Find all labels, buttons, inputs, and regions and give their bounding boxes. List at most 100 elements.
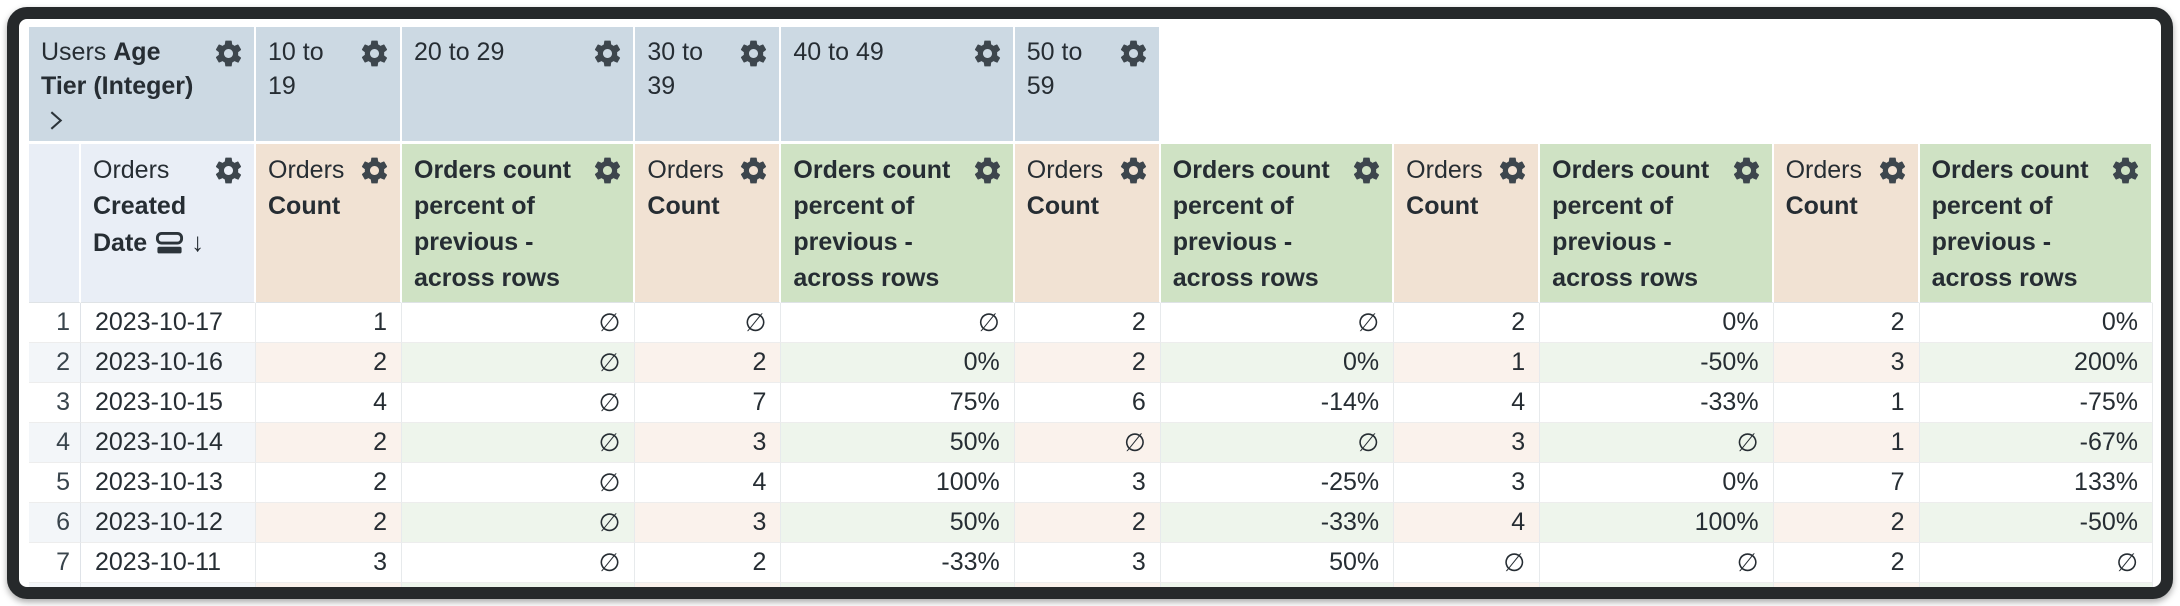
cell-percent[interactable]: -33% xyxy=(1160,503,1395,543)
cell-count[interactable]: 2 xyxy=(1014,303,1161,343)
cell-percent[interactable]: ∅ xyxy=(781,303,1015,343)
row-dimension-header[interactable]: Orders Created Date ↓ xyxy=(81,144,256,303)
gear-icon[interactable] xyxy=(972,38,1003,69)
cell-percent[interactable]: -33% xyxy=(1540,383,1774,423)
gear-icon[interactable] xyxy=(592,38,623,69)
cell-count[interactable]: 3 xyxy=(1773,343,1920,383)
cell-percent[interactable]: 133% xyxy=(1919,463,2153,503)
cell-percent[interactable]: 0% xyxy=(1540,303,1774,343)
chevron-right-icon[interactable] xyxy=(43,108,68,133)
cell-date[interactable]: 2023-10-10 xyxy=(81,583,256,587)
cell-count[interactable]: 2 xyxy=(1773,503,1920,543)
gear-icon[interactable] xyxy=(738,155,769,186)
cell-date[interactable]: 2023-10-13 xyxy=(81,463,256,503)
cell-count[interactable]: ∅ xyxy=(1014,423,1161,463)
cell-count[interactable]: 1 xyxy=(256,303,402,343)
cell-percent[interactable]: ∅ xyxy=(1540,543,1774,583)
cell-count[interactable]: 1 xyxy=(1773,383,1920,423)
cell-percent[interactable]: 100% xyxy=(1540,503,1774,543)
cell-date[interactable]: 2023-10-15 xyxy=(81,383,256,423)
gear-icon[interactable] xyxy=(738,38,769,69)
cell-percent[interactable]: -75% xyxy=(1919,383,2153,423)
cell-count[interactable]: 4 xyxy=(1394,503,1541,543)
cell-count[interactable]: 2 xyxy=(256,423,402,463)
cell-count[interactable]: 3 xyxy=(1014,583,1161,587)
cell-count[interactable]: 6 xyxy=(1014,383,1161,423)
pivot-value-header[interactable]: 50 to 59 xyxy=(1014,27,1161,144)
gear-icon[interactable] xyxy=(1497,155,1528,186)
measure-percent-header[interactable]: Orders count percent of previous - acros… xyxy=(781,144,1015,303)
cell-percent[interactable]: 0% xyxy=(1919,303,2153,343)
gear-icon[interactable] xyxy=(213,38,244,69)
cell-percent[interactable]: ∅ xyxy=(402,303,636,343)
cell-count[interactable]: ∅ xyxy=(1394,543,1541,583)
cell-count[interactable]: 2 xyxy=(256,463,402,503)
cell-percent[interactable]: ∅ xyxy=(1160,303,1395,343)
gear-icon[interactable] xyxy=(213,155,244,186)
cell-percent[interactable]: 0% xyxy=(1540,463,1774,503)
cell-percent[interactable]: 100% xyxy=(781,463,1015,503)
gear-icon[interactable] xyxy=(1118,38,1149,69)
gear-icon[interactable] xyxy=(1877,155,1908,186)
cell-date[interactable]: 2023-10-17 xyxy=(81,303,256,343)
cell-percent[interactable]: -33% xyxy=(1919,583,2153,587)
cell-percent[interactable]: 0% xyxy=(781,343,1015,383)
cell-count[interactable]: 2 xyxy=(256,503,402,543)
gear-icon[interactable] xyxy=(359,38,390,69)
cell-percent[interactable]: ∅ xyxy=(402,463,636,503)
cell-count[interactable]: 3 xyxy=(635,503,782,543)
cell-percent[interactable]: ∅ xyxy=(402,343,636,383)
cell-percent[interactable]: ∅ xyxy=(402,423,636,463)
gear-icon[interactable] xyxy=(359,155,390,186)
cell-percent[interactable]: -33% xyxy=(781,543,1015,583)
pivot-value-header[interactable]: 40 to 49 xyxy=(781,27,1015,144)
pivot-field-header[interactable]: Users Age Tier (Integer) xyxy=(29,27,256,144)
cell-count[interactable]: 2 xyxy=(256,343,402,383)
cell-count[interactable]: 4 xyxy=(635,463,782,503)
cell-count[interactable]: 3 xyxy=(635,423,782,463)
pivot-value-header[interactable]: 20 to 29 xyxy=(402,27,636,144)
measure-count-header[interactable]: Orders Count xyxy=(256,144,402,303)
cell-percent[interactable]: -50% xyxy=(1540,343,1774,383)
cell-percent[interactable]: -14% xyxy=(1160,383,1395,423)
cell-percent[interactable]: ∅ xyxy=(1160,423,1395,463)
cell-count[interactable]: 2 xyxy=(635,543,782,583)
measure-percent-header[interactable]: Orders count percent of previous - acros… xyxy=(402,144,636,303)
cell-percent[interactable]: 50% xyxy=(781,423,1015,463)
cell-count[interactable]: 4 xyxy=(1394,383,1541,423)
cell-percent[interactable]: 0% xyxy=(781,583,1015,587)
gear-icon[interactable] xyxy=(2110,155,2141,186)
cell-count[interactable]: 2 xyxy=(1014,503,1161,543)
cell-count[interactable]: 2 xyxy=(1773,303,1920,343)
pivot-value-header[interactable]: 30 to 39 xyxy=(635,27,782,144)
cell-percent[interactable]: -67% xyxy=(1919,423,2153,463)
cell-percent[interactable]: ∅ xyxy=(1919,543,2153,583)
gear-icon[interactable] xyxy=(972,155,1003,186)
gear-icon[interactable] xyxy=(592,155,623,186)
cell-count[interactable]: 3 xyxy=(1394,583,1541,587)
cell-count[interactable]: 1 xyxy=(1773,423,1920,463)
measure-count-header[interactable]: Orders Count xyxy=(1014,144,1161,303)
cell-count[interactable]: 2 xyxy=(635,343,782,383)
cell-count[interactable]: 3 xyxy=(1014,543,1161,583)
cell-percent[interactable]: ∅ xyxy=(402,383,636,423)
measure-count-header[interactable]: Orders Count xyxy=(635,144,782,303)
cell-count[interactable]: 2 xyxy=(1394,303,1541,343)
measure-count-header[interactable]: Orders Count xyxy=(1394,144,1541,303)
cell-percent[interactable]: 0% xyxy=(1160,343,1395,383)
cell-count[interactable]: 2 xyxy=(256,583,402,587)
cell-count[interactable]: 7 xyxy=(1773,463,1920,503)
cell-percent[interactable]: 200% xyxy=(1919,343,2153,383)
cell-percent[interactable]: -50% xyxy=(1919,503,2153,543)
cell-count[interactable]: 2 xyxy=(1773,583,1920,587)
measure-percent-header[interactable]: Orders count percent of previous - acros… xyxy=(1540,144,1774,303)
cell-percent[interactable]: 50% xyxy=(1160,543,1395,583)
cell-count[interactable]: 2 xyxy=(635,583,782,587)
cell-percent[interactable]: ∅ xyxy=(402,503,636,543)
cell-count[interactable]: 1 xyxy=(1394,343,1541,383)
gear-icon[interactable] xyxy=(1731,155,1762,186)
gear-icon[interactable] xyxy=(1118,155,1149,186)
sort-desc-icon[interactable]: ↓ xyxy=(191,227,205,257)
cell-percent[interactable]: ∅ xyxy=(402,543,636,583)
cell-count[interactable]: 4 xyxy=(256,383,402,423)
